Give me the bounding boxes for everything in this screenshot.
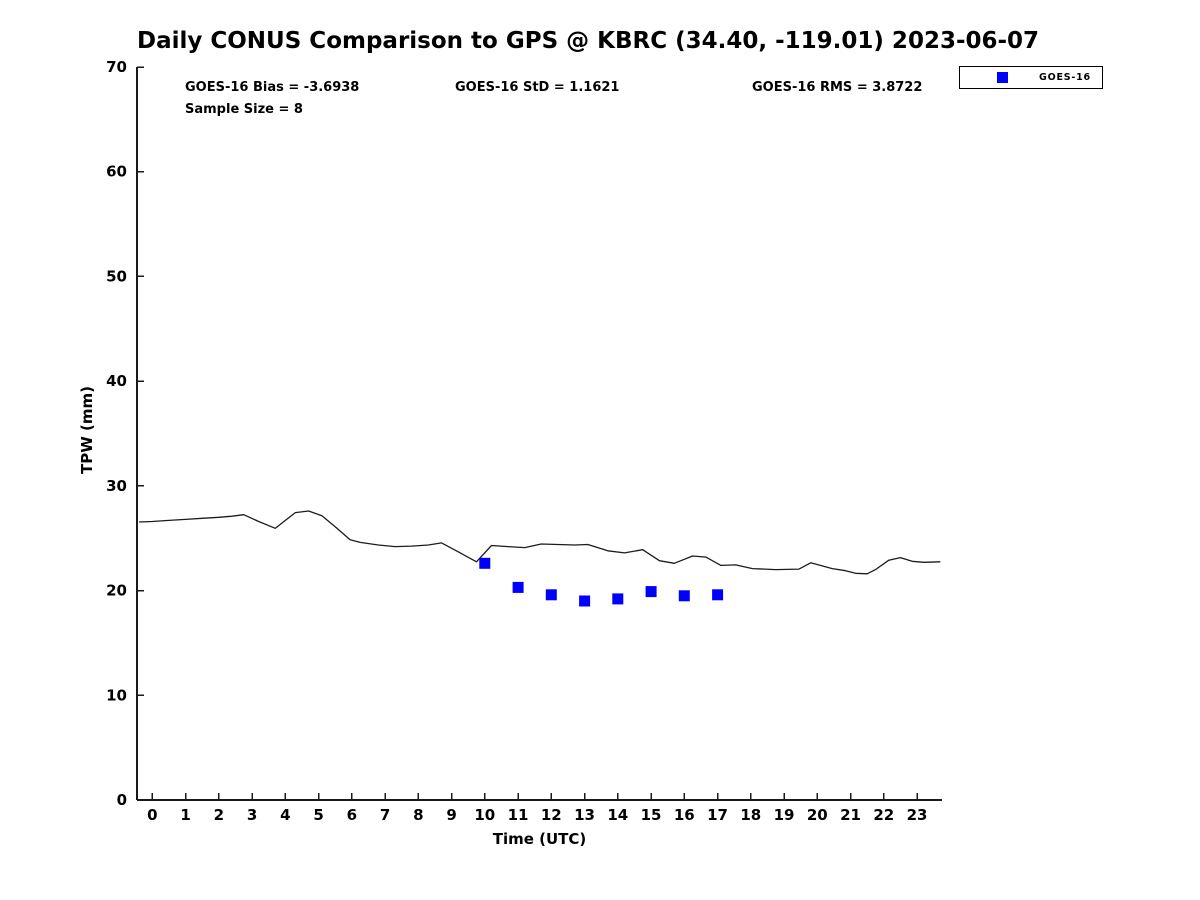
stat-sample-size: Sample Size = 8 bbox=[185, 102, 303, 117]
x-tick-label: 18 bbox=[740, 806, 761, 824]
y-tick-label: 40 bbox=[106, 372, 127, 390]
goes16-scatter-marker bbox=[645, 586, 657, 598]
stat-bias: GOES-16 Bias = -3.6938 bbox=[185, 80, 360, 95]
y-tick-label: 20 bbox=[106, 582, 127, 600]
chart-title: Daily CONUS Comparison to GPS @ KBRC (34… bbox=[137, 28, 1040, 54]
goes16-scatter-marker bbox=[545, 589, 557, 601]
y-tick-label: 50 bbox=[106, 267, 127, 285]
x-tick-label: 8 bbox=[413, 806, 423, 824]
x-tick-label: 15 bbox=[641, 806, 662, 824]
x-tick-label: 10 bbox=[474, 806, 495, 824]
x-tick-label: 1 bbox=[180, 806, 190, 824]
goes16-scatter-marker bbox=[479, 557, 491, 569]
gps-line-series bbox=[138, 510, 941, 575]
y-tick-label: 0 bbox=[117, 791, 127, 809]
x-tick-label: 19 bbox=[774, 806, 795, 824]
stat-rms: GOES-16 RMS = 3.8722 bbox=[752, 80, 923, 95]
goes16-scatter-marker bbox=[678, 590, 690, 602]
goes16-scatter-marker bbox=[579, 595, 591, 607]
x-tick-label: 16 bbox=[674, 806, 695, 824]
goes16-scatter-marker bbox=[612, 593, 624, 605]
y-tick-label: 10 bbox=[106, 686, 127, 704]
x-tick-label: 0 bbox=[147, 806, 157, 824]
x-tick-label: 2 bbox=[214, 806, 224, 824]
x-tick-label: 4 bbox=[280, 806, 290, 824]
y-tick-label: 60 bbox=[106, 163, 127, 181]
x-tick-label: 7 bbox=[380, 806, 390, 824]
x-tick-label: 12 bbox=[541, 806, 562, 824]
x-tick-label: 22 bbox=[873, 806, 894, 824]
legend-label: GOES-16 bbox=[1039, 72, 1091, 83]
stat-std: GOES-16 StD = 1.1621 bbox=[455, 80, 620, 95]
x-tick-label: 14 bbox=[607, 806, 628, 824]
y-tick-label: 70 bbox=[106, 58, 127, 76]
x-tick-label: 5 bbox=[313, 806, 323, 824]
x-tick-label: 13 bbox=[574, 806, 595, 824]
x-tick-label: 9 bbox=[446, 806, 456, 824]
x-tick-label: 3 bbox=[247, 806, 257, 824]
x-tick-label: 23 bbox=[907, 806, 928, 824]
legend: GOES-16 bbox=[959, 66, 1103, 89]
y-tick-label: 30 bbox=[106, 477, 127, 495]
x-tick-label: 20 bbox=[807, 806, 828, 824]
x-tick-label: 6 bbox=[347, 806, 357, 824]
x-tick-label: 21 bbox=[840, 806, 861, 824]
legend-square-marker-icon bbox=[997, 72, 1008, 83]
goes16-scatter-marker bbox=[512, 581, 524, 593]
goes16-scatter-marker bbox=[712, 589, 724, 601]
x-tick-label: 17 bbox=[707, 806, 728, 824]
x-axis-label: Time (UTC) bbox=[492, 830, 587, 848]
x-tick-label: 11 bbox=[508, 806, 529, 824]
